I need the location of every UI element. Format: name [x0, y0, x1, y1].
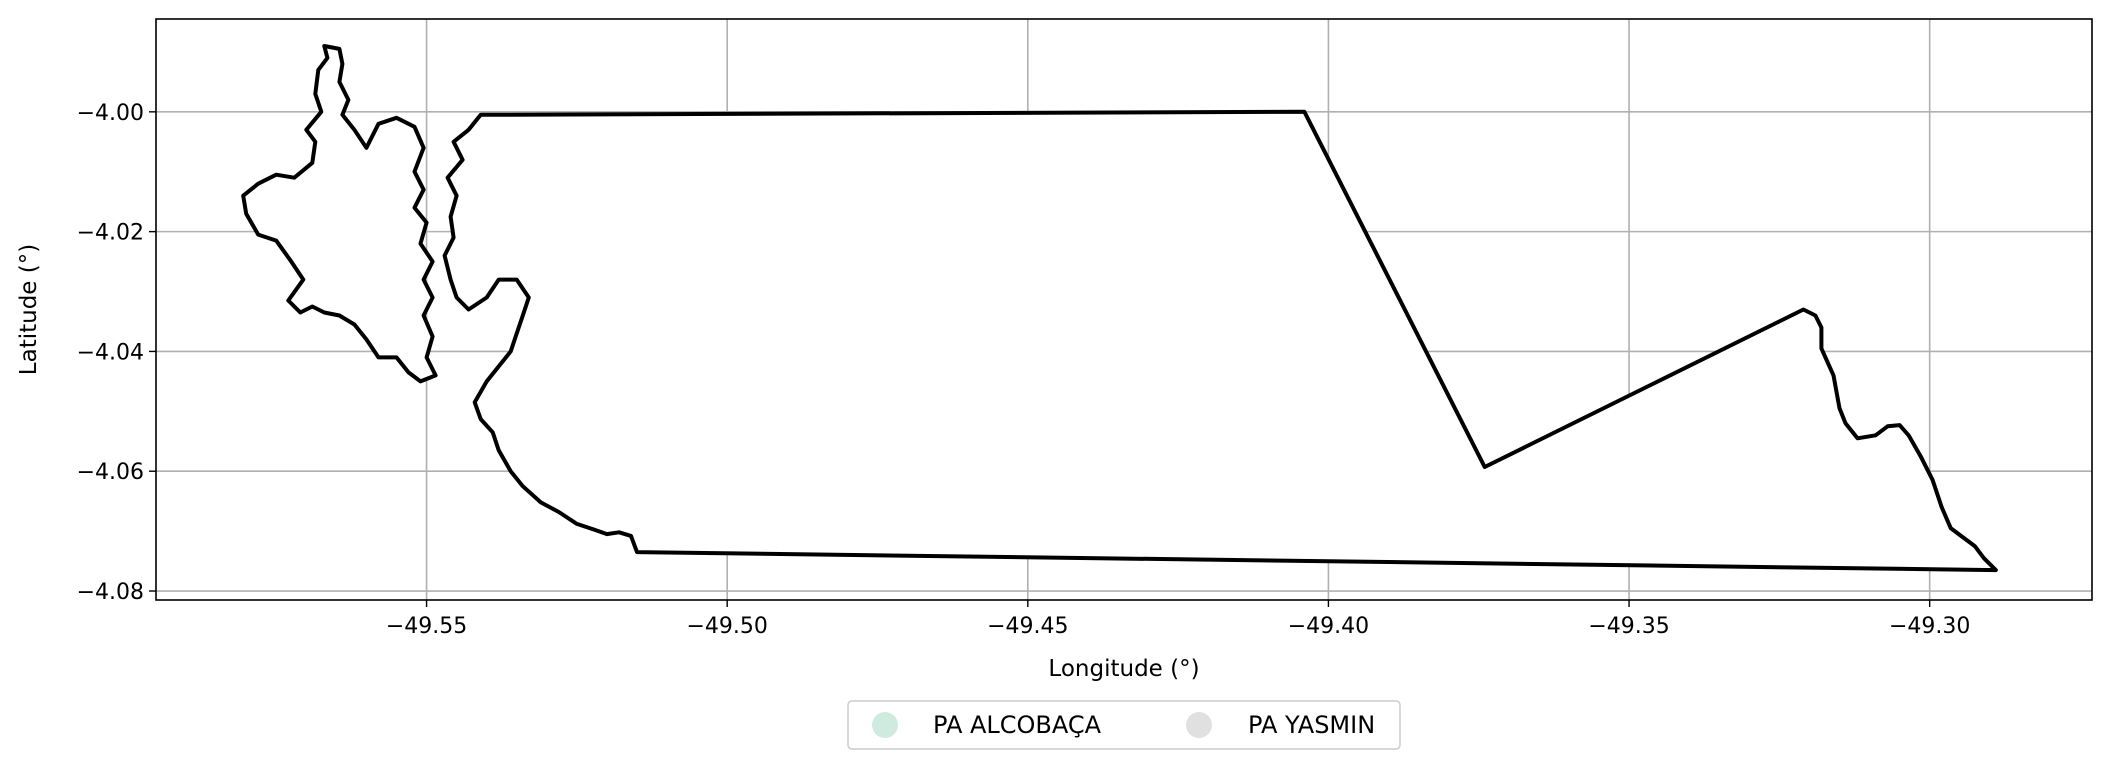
- parcel-pa-alcoba-a: [241, 44, 438, 384]
- axis-ticks: −49.55 −49.50 −49.45 −49.40 −49.35 −49.30 −4.0…: [77, 101, 1971, 639]
- x-tick-label: −49.50: [686, 614, 767, 639]
- y-tick-label: −4.04: [77, 340, 144, 365]
- land-parcels: [241, 44, 1998, 573]
- legend: PA ALCOBAÇA PA YASMIN: [847, 700, 1401, 750]
- x-axis-title: Longitude (°): [1048, 656, 1199, 682]
- y-axis-title: Latitude (°): [16, 244, 42, 375]
- parcel-pa-yasmin: [442, 109, 1998, 573]
- y-tick-label: −4.08: [77, 580, 144, 605]
- plot-frame: [155, 18, 2093, 601]
- legend-marker-yasmin: [1186, 712, 1212, 738]
- x-tick-label: −49.40: [1288, 614, 1369, 639]
- legend-label-alcobaca: PA ALCOBAÇA: [933, 711, 1102, 739]
- x-tick-label: −49.45: [987, 614, 1068, 639]
- legend-box: [847, 700, 1401, 750]
- y-tick-label: −4.06: [77, 460, 144, 485]
- y-tick-label: −4.02: [77, 221, 144, 246]
- x-tick-label: −49.30: [1889, 614, 1970, 639]
- y-tick-label: −4.00: [77, 101, 144, 126]
- legend-label-yasmin: PA YASMIN: [1248, 711, 1375, 739]
- x-tick-label: −49.35: [1588, 614, 1669, 639]
- legend-marker-alcobaca: [872, 712, 898, 738]
- x-tick-label: −49.55: [386, 614, 467, 639]
